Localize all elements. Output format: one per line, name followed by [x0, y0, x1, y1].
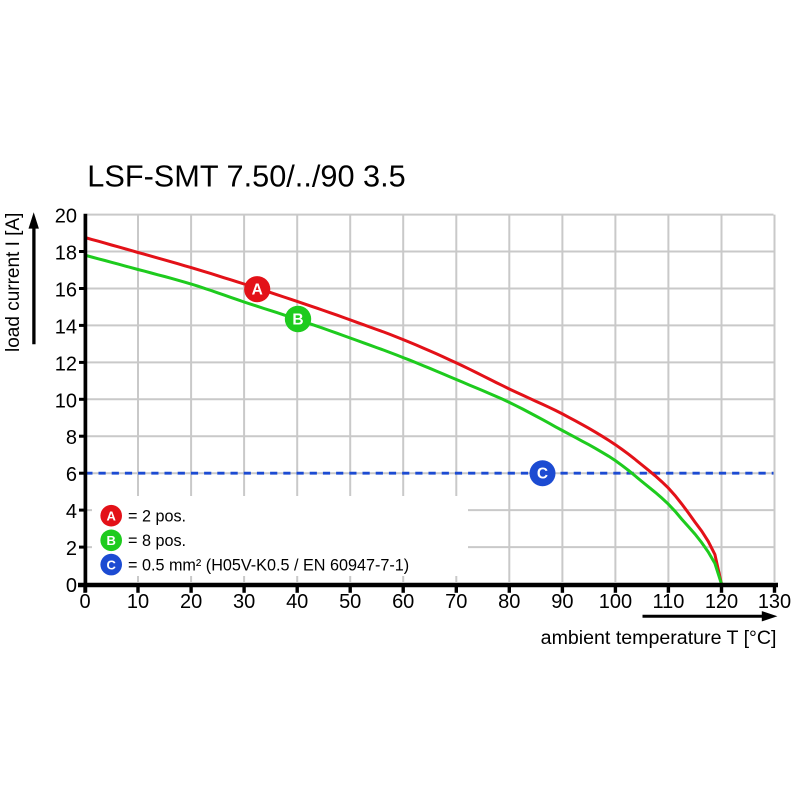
svg-text:B: B [107, 533, 116, 548]
svg-text:load current I [A]: load current I [A] [3, 213, 24, 352]
svg-text:10: 10 [55, 390, 77, 412]
svg-text:120: 120 [705, 591, 738, 613]
svg-text:90: 90 [551, 591, 573, 613]
svg-text:0: 0 [66, 575, 77, 597]
svg-text:= 8 pos.: = 8 pos. [128, 532, 186, 550]
svg-text:130: 130 [758, 591, 791, 613]
svg-text:110: 110 [652, 591, 684, 613]
svg-text:20: 20 [180, 591, 202, 613]
svg-text:ambient temperature T [°C]: ambient temperature T [°C] [541, 627, 777, 649]
svg-text:= 0.5 mm² (H05V-K0.5 / EN 6094: = 0.5 mm² (H05V-K0.5 / EN 60947-7-1) [128, 556, 409, 574]
svg-text:60: 60 [392, 591, 414, 613]
svg-text:LSF-SMT 7.50/../90 3.5: LSF-SMT 7.50/../90 3.5 [87, 158, 405, 193]
svg-text:14: 14 [55, 316, 77, 338]
svg-text:10: 10 [127, 591, 149, 613]
svg-text:A: A [107, 508, 117, 523]
svg-text:100: 100 [599, 591, 632, 613]
svg-text:6: 6 [66, 464, 77, 486]
svg-text:18: 18 [55, 243, 77, 265]
svg-text:70: 70 [445, 591, 467, 613]
svg-text:8: 8 [66, 427, 77, 449]
svg-text:20: 20 [55, 206, 77, 228]
svg-text:C: C [537, 466, 548, 483]
svg-text:2: 2 [66, 538, 77, 560]
svg-text:30: 30 [233, 591, 255, 613]
svg-text:C: C [107, 557, 117, 572]
svg-text:4: 4 [66, 501, 77, 523]
svg-text:B: B [292, 311, 303, 328]
svg-text:12: 12 [55, 353, 77, 375]
svg-text:= 2 pos.: = 2 pos. [128, 507, 186, 525]
svg-text:80: 80 [498, 591, 520, 613]
svg-text:40: 40 [286, 591, 308, 613]
svg-text:A: A [252, 282, 263, 299]
svg-text:0: 0 [79, 591, 90, 613]
svg-text:50: 50 [339, 591, 361, 613]
svg-text:16: 16 [55, 280, 77, 302]
